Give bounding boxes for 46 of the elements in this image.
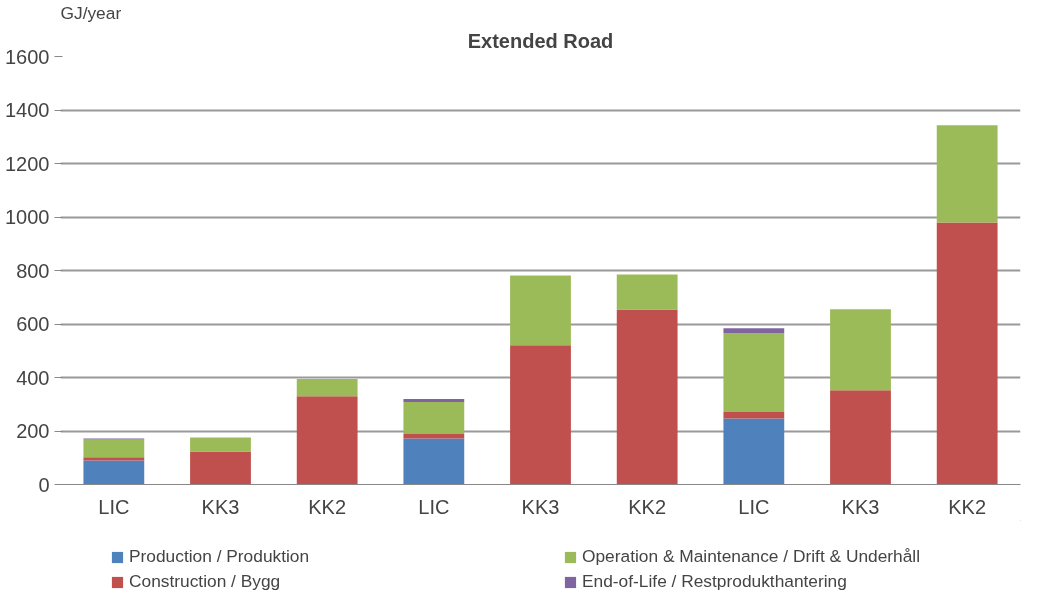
bar <box>936 222 998 485</box>
bar <box>936 125 998 223</box>
bar <box>723 333 785 413</box>
bar <box>510 275 571 346</box>
bar <box>403 438 465 485</box>
x-tick-label: KK2 <box>948 495 987 518</box>
y-tick-label: 1600 <box>5 45 50 68</box>
bar <box>296 379 358 397</box>
bar <box>723 412 785 419</box>
y-tick-label: 800 <box>16 259 50 282</box>
x-tick-label: KK2 <box>308 495 347 518</box>
legend-label: Production / Produktion <box>129 546 311 567</box>
bar <box>830 390 891 485</box>
y-tick-label: 1000 <box>5 206 50 228</box>
bar <box>190 451 251 485</box>
bar <box>723 328 785 334</box>
bar <box>723 418 785 485</box>
y-tick-label: 1400 <box>5 99 50 121</box>
x-tick-label: KK3 <box>841 495 880 518</box>
y-tick-label: 1200 <box>5 152 50 175</box>
bar <box>296 396 358 485</box>
legend-label: End-of-Life / Restprodukthantering <box>582 571 848 592</box>
bar <box>83 457 145 461</box>
y-tick-label: 0 <box>38 473 50 496</box>
bar <box>616 274 678 310</box>
x-tick-label: KK3 <box>201 495 240 518</box>
x-tick-label: KK3 <box>521 495 560 518</box>
bar <box>190 437 251 452</box>
bar <box>83 439 145 458</box>
legend-label: Construction / Bygg <box>129 571 282 592</box>
y-tick-label: 200 <box>16 420 50 442</box>
x-tick-label: LIC <box>418 495 450 518</box>
legend-label: Operation & Maintenance / Drift & Underhåll <box>582 546 922 567</box>
chart-title: Extended Road <box>467 29 614 52</box>
x-tick-label: LIC <box>738 495 770 518</box>
bar <box>510 345 571 485</box>
bar <box>403 402 465 434</box>
bar <box>83 460 145 485</box>
x-tick-label: LIC <box>98 495 130 518</box>
y-tick-label: 600 <box>16 313 50 335</box>
bar <box>403 398 465 403</box>
bar <box>830 309 891 391</box>
y-tick-label: 400 <box>16 366 50 389</box>
y-axis-title: GJ/year <box>60 2 122 23</box>
x-tick-label: KK2 <box>628 495 667 518</box>
bar <box>616 309 678 485</box>
